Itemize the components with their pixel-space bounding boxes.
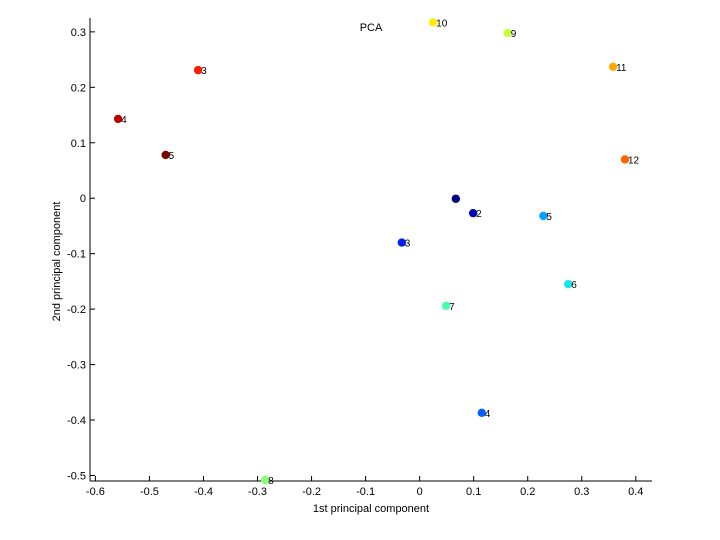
data-point-marker <box>397 238 407 247</box>
x-tick-label: 0 <box>417 486 423 498</box>
data-point-marker <box>441 301 451 310</box>
data-point-label: 3 <box>405 239 411 250</box>
data-point: 11 <box>608 62 627 74</box>
y-axis-title: 2nd principal component <box>51 202 63 322</box>
data-point-marker <box>428 18 438 27</box>
data-point-marker <box>477 408 486 417</box>
x-tick-label: -0.1 <box>356 486 375 498</box>
data-point-label: 8 <box>268 476 274 487</box>
x-axis-ticks: -0.6 -0.5 -0.4 -0.3 -0.2 -0.1 0 0.1 0.2 0.3 0.4 <box>86 476 643 498</box>
data-points: 2 3 4 5 6 7 8 9 10 11 12 3 4 5 <box>113 18 640 487</box>
y-tick-label: 0.3 <box>71 27 86 39</box>
x-tick-label: 0.4 <box>628 486 643 498</box>
x-tick-label: -0.6 <box>86 486 105 498</box>
y-tick-label: 0.1 <box>71 138 86 150</box>
x-tick-label: -0.4 <box>194 486 213 498</box>
data-point-label: 7 <box>449 302 455 313</box>
data-point-label: 12 <box>628 155 640 166</box>
y-tick-label: -0.2 <box>67 304 86 316</box>
x-tick-label: 0.1 <box>466 486 481 498</box>
data-point: 3 <box>193 65 207 77</box>
data-point-marker <box>503 28 512 38</box>
data-point: 7 <box>441 301 455 313</box>
data-point-marker <box>451 194 461 203</box>
chart-title: PCA <box>360 22 383 34</box>
y-tick-label: -0.4 <box>67 415 86 427</box>
y-axis-ticks: -0.5 -0.4 -0.3 -0.2 -0.1 0 0.1 0.2 0.3 <box>67 27 95 482</box>
data-point: 5 <box>539 211 552 223</box>
data-point: 3 <box>397 238 411 250</box>
data-point-label: 2 <box>476 209 482 220</box>
data-point <box>451 194 461 203</box>
data-point-marker <box>468 208 478 218</box>
data-point-marker <box>193 65 203 75</box>
x-axis-title: 1st principal component <box>313 503 429 515</box>
data-point-label: 4 <box>121 115 127 126</box>
data-point: 10 <box>428 18 448 29</box>
y-tick-label: 0.2 <box>71 82 86 94</box>
y-tick-label: -0.5 <box>67 470 86 482</box>
y-tick-label: 0 <box>80 193 86 205</box>
data-point-label: 4 <box>485 409 491 420</box>
data-point: 9 <box>503 28 517 40</box>
data-point-marker <box>620 155 630 164</box>
x-tick-label: -0.3 <box>248 486 267 498</box>
data-point: 4 <box>113 114 127 126</box>
data-point-marker <box>564 279 573 289</box>
data-point-label: 6 <box>571 280 577 291</box>
data-point: 8 <box>260 475 274 487</box>
data-point-marker <box>539 211 548 221</box>
axes-frame <box>89 18 652 482</box>
data-point: 6 <box>564 279 577 291</box>
y-tick-label: -0.3 <box>67 360 86 372</box>
x-tick-label: -0.5 <box>140 486 159 498</box>
data-point-marker <box>608 62 618 71</box>
data-point-label: 11 <box>616 63 627 74</box>
data-point-label: 5 <box>169 151 175 162</box>
data-point-label: 10 <box>436 18 448 29</box>
data-point-marker <box>161 150 170 160</box>
x-tick-label: 0.3 <box>574 486 589 498</box>
data-point-marker <box>260 475 270 485</box>
data-point: 5 <box>161 150 175 162</box>
data-point: 4 <box>477 408 491 420</box>
x-tick-label: 0.2 <box>520 486 535 498</box>
data-point: 12 <box>620 155 640 166</box>
y-tick-label: -0.1 <box>67 249 86 261</box>
data-point-marker <box>113 114 123 124</box>
x-tick-label: -0.2 <box>302 486 321 498</box>
data-point: 2 <box>468 208 482 220</box>
data-point-label: 9 <box>511 29 517 40</box>
data-point-label: 5 <box>546 212 552 223</box>
data-point-label: 3 <box>201 66 207 77</box>
